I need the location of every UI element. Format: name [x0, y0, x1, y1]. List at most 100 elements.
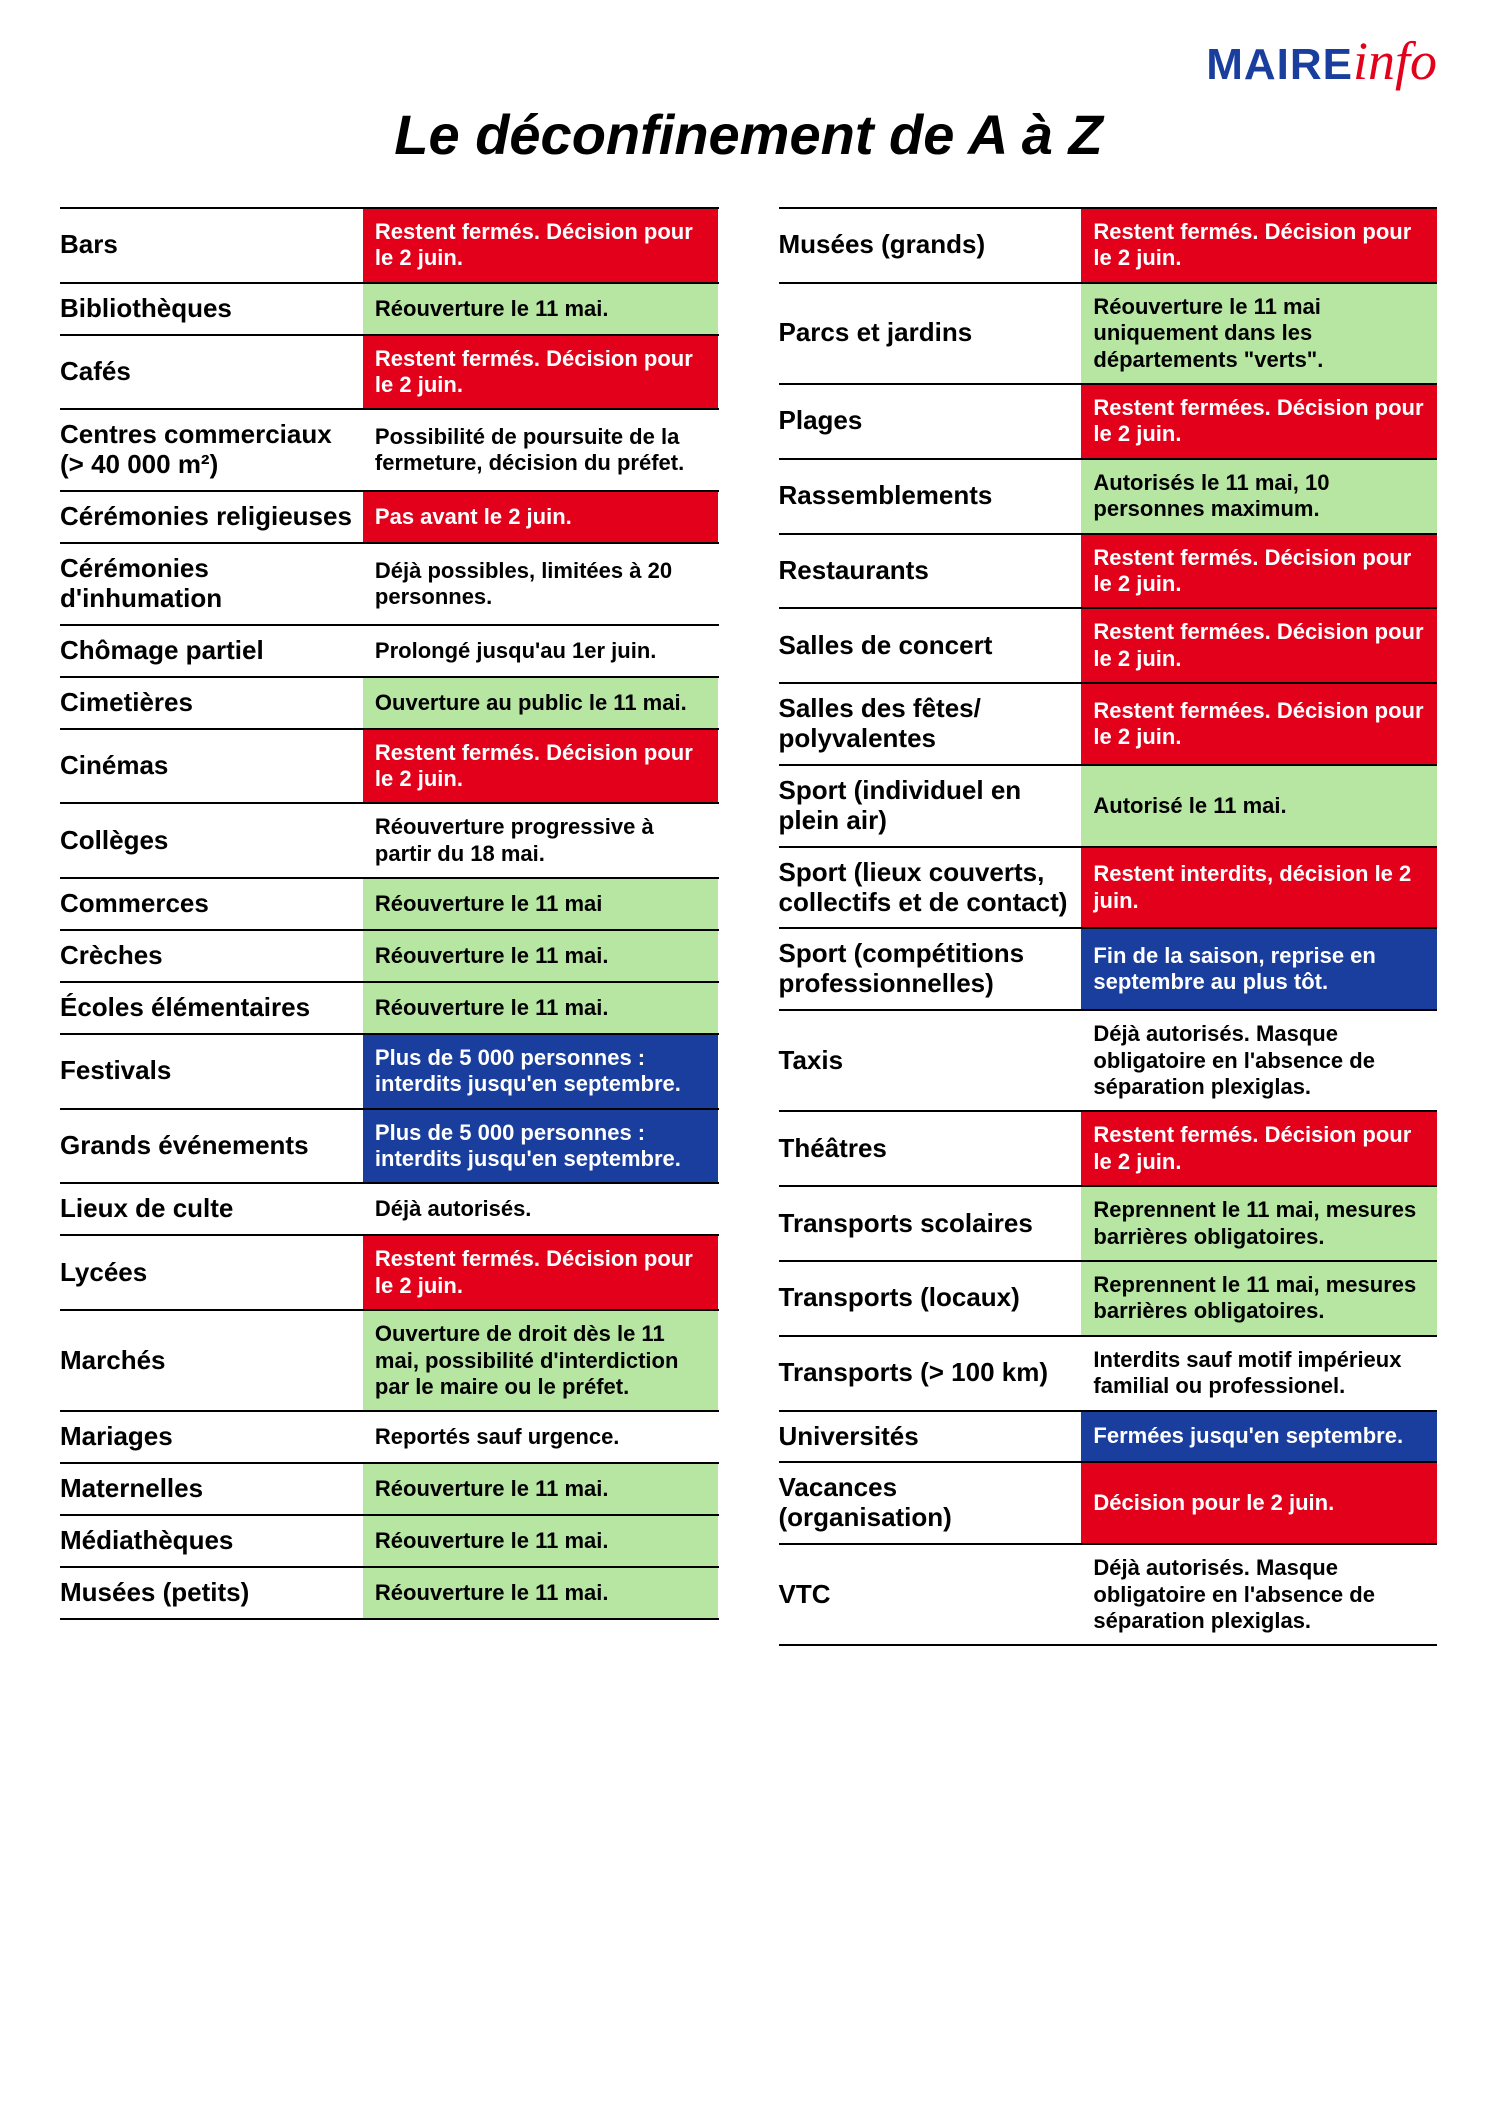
table-row: CimetièresOuverture au public le 11 mai.	[60, 678, 719, 730]
row-label: Collèges	[60, 804, 363, 877]
row-status: Réouverture le 11 mai.	[363, 1516, 719, 1566]
row-status: Plus de 5 000 personnes : interdits jusq…	[363, 1110, 719, 1183]
table-row: Musées (grands)Restent fermés. Décision …	[779, 207, 1438, 284]
table-row: BarsRestent fermés. Décision pour le 2 j…	[60, 207, 719, 284]
table-row: TaxisDéjà autorisés. Masque obligatoire …	[779, 1011, 1438, 1112]
row-status: Restent fermées. Décision pour le 2 juin…	[1081, 385, 1437, 458]
table-row: Grands événementsPlus de 5 000 personnes…	[60, 1110, 719, 1185]
row-status: Autorisé le 11 mai.	[1081, 766, 1437, 846]
row-label: Chômage partiel	[60, 626, 363, 676]
row-status: Reprennent le 11 mai, mesures barrières …	[1081, 1187, 1437, 1260]
row-label: Taxis	[779, 1011, 1082, 1110]
row-label: Maternelles	[60, 1464, 363, 1514]
table-row: CrèchesRéouverture le 11 mai.	[60, 931, 719, 983]
table-row: Centres commerciaux (> 40 000 m²)Possibi…	[60, 410, 719, 492]
page-title: Le déconfinement de A à Z	[60, 102, 1437, 167]
table-row: RassemblementsAutorisés le 11 mai, 10 pe…	[779, 460, 1438, 535]
row-label: Bars	[60, 209, 363, 282]
table-row: MarchésOuverture de droit dès le 11 mai,…	[60, 1311, 719, 1412]
row-status: Fermées jusqu'en septembre.	[1081, 1412, 1437, 1462]
row-label: Cérémonies religieuses	[60, 492, 363, 542]
row-label: Restaurants	[779, 535, 1082, 608]
row-label: Théâtres	[779, 1112, 1082, 1185]
row-label: Médiathèques	[60, 1516, 363, 1566]
row-status: Restent fermées. Décision pour le 2 juin…	[1081, 684, 1437, 764]
row-status: Ouverture au public le 11 mai.	[363, 678, 719, 728]
logo-part1: MAIRE	[1206, 40, 1353, 89]
row-status: Déjà autorisés. Masque obligatoire en l'…	[1081, 1545, 1437, 1644]
table-row: Salles de concertRestent fermées. Décisi…	[779, 609, 1438, 684]
row-label: Musées (petits)	[60, 1568, 363, 1618]
row-status: Déjà autorisés.	[363, 1184, 719, 1234]
row-label: Salles des fêtes/ polyvalentes	[779, 684, 1082, 764]
table-row: ThéâtresRestent fermés. Décision pour le…	[779, 1112, 1438, 1187]
row-status: Plus de 5 000 personnes : interdits jusq…	[363, 1035, 719, 1108]
row-status: Ouverture de droit dès le 11 mai, possib…	[363, 1311, 719, 1410]
row-label: Sport (lieux couverts, collectifs et de …	[779, 848, 1082, 928]
row-label: Cinémas	[60, 730, 363, 803]
row-status: Déjà autorisés. Masque obligatoire en l'…	[1081, 1011, 1437, 1110]
row-status: Déjà possibles, limitées à 20 personnes.	[363, 544, 719, 624]
row-status: Fin de la saison, reprise en septembre a…	[1081, 929, 1437, 1009]
row-label: Marchés	[60, 1311, 363, 1410]
row-status: Restent fermés. Décision pour le 2 juin.	[363, 730, 719, 803]
row-status: Décision pour le 2 juin.	[1081, 1463, 1437, 1543]
right-column: Musées (grands)Restent fermés. Décision …	[779, 207, 1438, 1646]
row-status: Prolongé jusqu'au 1er juin.	[363, 626, 719, 676]
row-label: Parcs et jardins	[779, 284, 1082, 383]
table-row: MédiathèquesRéouverture le 11 mai.	[60, 1516, 719, 1568]
row-status: Restent fermées. Décision pour le 2 juin…	[1081, 609, 1437, 682]
row-label: Mariages	[60, 1412, 363, 1462]
table-row: Transports scolairesReprennent le 11 mai…	[779, 1187, 1438, 1262]
columns-container: BarsRestent fermés. Décision pour le 2 j…	[60, 207, 1437, 1646]
row-status: Réouverture le 11 mai.	[363, 983, 719, 1033]
table-row: Écoles élémentairesRéouverture le 11 mai…	[60, 983, 719, 1035]
table-row: VTCDéjà autorisés. Masque obligatoire en…	[779, 1545, 1438, 1646]
row-label: Salles de concert	[779, 609, 1082, 682]
table-row: MariagesReportés sauf urgence.	[60, 1412, 719, 1464]
row-status: Interdits sauf motif impérieux familial …	[1081, 1337, 1437, 1410]
row-label: Sport (compétitions professionnelles)	[779, 929, 1082, 1009]
row-label: Rassemblements	[779, 460, 1082, 533]
table-row: Cérémonies d'inhumationDéjà possibles, l…	[60, 544, 719, 626]
table-row: MaternellesRéouverture le 11 mai.	[60, 1464, 719, 1516]
table-row: Chômage partielProlongé jusqu'au 1er jui…	[60, 626, 719, 678]
row-label: Transports (> 100 km)	[779, 1337, 1082, 1410]
row-status: Restent fermés. Décision pour le 2 juin.	[1081, 209, 1437, 282]
row-status: Réouverture le 11 mai	[363, 879, 719, 929]
row-label: Transports scolaires	[779, 1187, 1082, 1260]
row-status: Reportés sauf urgence.	[363, 1412, 719, 1462]
table-row: Musées (petits)Réouverture le 11 mai.	[60, 1568, 719, 1620]
row-status: Restent fermés. Décision pour le 2 juin.	[1081, 1112, 1437, 1185]
row-status: Pas avant le 2 juin.	[363, 492, 719, 542]
row-label: Vacances (organisation)	[779, 1463, 1082, 1543]
row-label: Transports (locaux)	[779, 1262, 1082, 1335]
row-label: Lycées	[60, 1236, 363, 1309]
row-status: Restent fermés. Décision pour le 2 juin.	[363, 209, 719, 282]
row-status: Autorisés le 11 mai, 10 personnes maximu…	[1081, 460, 1437, 533]
row-status: Restent interdits, décision le 2 juin.	[1081, 848, 1437, 928]
table-row: Salles des fêtes/ polyvalentesRestent fe…	[779, 684, 1438, 766]
left-column: BarsRestent fermés. Décision pour le 2 j…	[60, 207, 719, 1646]
row-label: Centres commerciaux (> 40 000 m²)	[60, 410, 363, 490]
row-status: Réouverture le 11 mai.	[363, 284, 719, 334]
table-row: Parcs et jardinsRéouverture le 11 mai un…	[779, 284, 1438, 385]
row-label: VTC	[779, 1545, 1082, 1644]
row-label: Cérémonies d'inhumation	[60, 544, 363, 624]
row-label: Musées (grands)	[779, 209, 1082, 282]
row-status: Réouverture le 11 mai uniquement dans le…	[1081, 284, 1437, 383]
row-label: Plages	[779, 385, 1082, 458]
row-status: Possibilité de poursuite de la fermeture…	[363, 410, 719, 490]
table-row: Cérémonies religieusesPas avant le 2 jui…	[60, 492, 719, 544]
table-row: Transports (locaux)Reprennent le 11 mai,…	[779, 1262, 1438, 1337]
row-status: Réouverture le 11 mai.	[363, 1568, 719, 1618]
row-label: Cimetières	[60, 678, 363, 728]
row-status: Réouverture le 11 mai.	[363, 1464, 719, 1514]
table-row: Lieux de culteDéjà autorisés.	[60, 1184, 719, 1236]
table-row: Transports (> 100 km)Interdits sauf moti…	[779, 1337, 1438, 1412]
row-label: Cafés	[60, 336, 363, 409]
row-status: Restent fermés. Décision pour le 2 juin.	[363, 1236, 719, 1309]
table-row: Sport (individuel en plein air)Autorisé …	[779, 766, 1438, 848]
row-status: Restent fermés. Décision pour le 2 juin.	[363, 336, 719, 409]
table-row: Vacances (organisation)Décision pour le …	[779, 1463, 1438, 1545]
